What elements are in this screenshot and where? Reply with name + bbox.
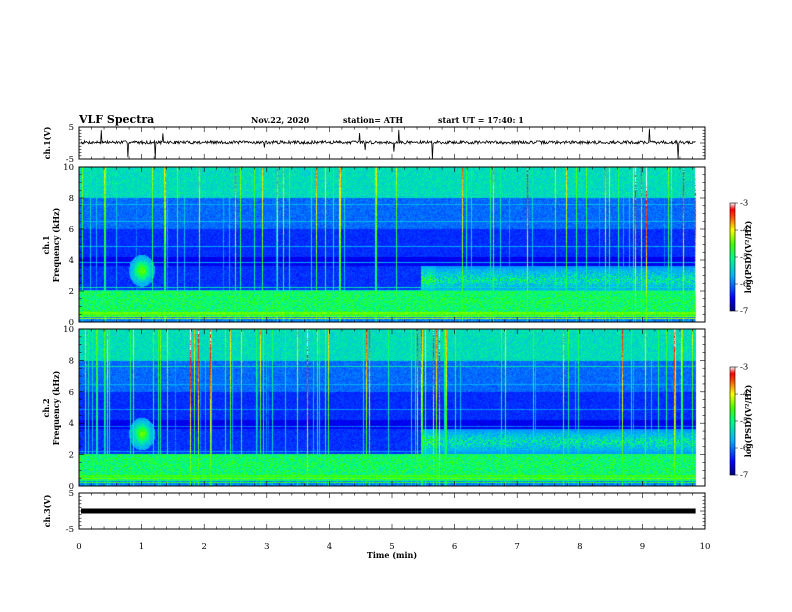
- colorbar-tick-label: -7: [740, 471, 748, 481]
- colorbar-tick-label: -7: [740, 307, 748, 317]
- x-tick-label: 4: [327, 542, 332, 552]
- x-tick-label: 7: [514, 542, 519, 552]
- ch2-spec-ylabel-channel: ch.2: [41, 398, 51, 417]
- ch2-spectrogram-image: [79, 329, 705, 486]
- ch3-voltage-trace: [81, 508, 696, 514]
- x-tick-label: 0: [76, 542, 81, 552]
- start-time-label: start UT = 17:40: 1: [438, 115, 524, 125]
- ch1-voltage-ylabel: ch.1(V): [42, 126, 52, 159]
- y-tick-label-freq: 10: [63, 163, 74, 173]
- y-tick-label-freq: 6: [69, 225, 74, 235]
- y-tick-label-ch3: -5: [66, 525, 74, 535]
- station-label: station= ATH: [343, 115, 403, 125]
- ch2-colorbar-label: log(PSD)(V²/Hz): [743, 385, 753, 458]
- ch2-spec-ylabel-freq: Frequency (kHz): [51, 370, 61, 445]
- y-tick-label-freq: 2: [69, 287, 74, 297]
- ch1-colorbar: [729, 202, 736, 312]
- y-tick-label-ch3: 5: [69, 489, 74, 499]
- colorbar-tick-label: -6: [740, 444, 748, 454]
- colorbar-tick-label: -6: [740, 280, 748, 290]
- y-tick-label-freq: 4: [69, 256, 74, 266]
- x-tick-label: 8: [577, 542, 582, 552]
- date-label: Nov.22, 2020: [251, 115, 310, 125]
- x-tick-label: 9: [640, 542, 645, 552]
- colorbar-tick-label: -3: [740, 363, 748, 373]
- x-tick-label: 2: [201, 542, 206, 552]
- y-tick-label-freq: 0: [69, 482, 74, 492]
- x-tick-label: 10: [700, 542, 711, 552]
- y-tick-label-ch0: -5: [66, 155, 74, 165]
- colorbar-tick-label: -4: [740, 390, 748, 400]
- colorbar-tick-label: -5: [740, 417, 748, 427]
- x-tick-label: 3: [264, 542, 269, 552]
- y-tick-label-freq: 2: [69, 451, 74, 461]
- colorbar-tick-label: -4: [740, 226, 748, 236]
- y-tick-label-freq: 10: [63, 325, 74, 335]
- ch2-colorbar: [729, 366, 736, 476]
- ch1-spectrogram-image: [79, 167, 705, 322]
- axis-ticks-group: 0 1 2 3 4 5 6 7 8 9 105-5024681002468105-5-3-4-5-6…: [63, 123, 748, 552]
- x-axis-label: Time (min): [367, 550, 417, 560]
- x-tick-label: 1: [139, 542, 144, 552]
- y-tick-label-freq: 8: [69, 194, 74, 204]
- x-tick-label: 5: [389, 542, 394, 552]
- y-tick-label-freq: 0: [69, 318, 74, 328]
- ch3-voltage-ylabel: ch.3(V): [42, 494, 52, 527]
- y-tick-label-freq: 8: [69, 356, 74, 366]
- y-tick-label-ch0: 5: [69, 123, 74, 133]
- ch1-colorbar-label: log(PSD)(V²/Hz): [743, 221, 753, 294]
- ch1-spec-ylabel-channel: ch.1: [41, 235, 51, 254]
- ch1-spec-ylabel-freq: Frequency (kHz): [51, 207, 61, 282]
- y-tick-label-freq: 4: [69, 419, 74, 429]
- figure-title: VLF Spectra: [78, 113, 154, 126]
- colorbar-tick-label: -5: [740, 253, 748, 263]
- x-tick-label: 6: [452, 542, 457, 552]
- ch1-voltage-trace: [80, 128, 696, 159]
- y-tick-label-freq: 6: [69, 388, 74, 398]
- colorbar-tick-label: -3: [740, 199, 748, 209]
